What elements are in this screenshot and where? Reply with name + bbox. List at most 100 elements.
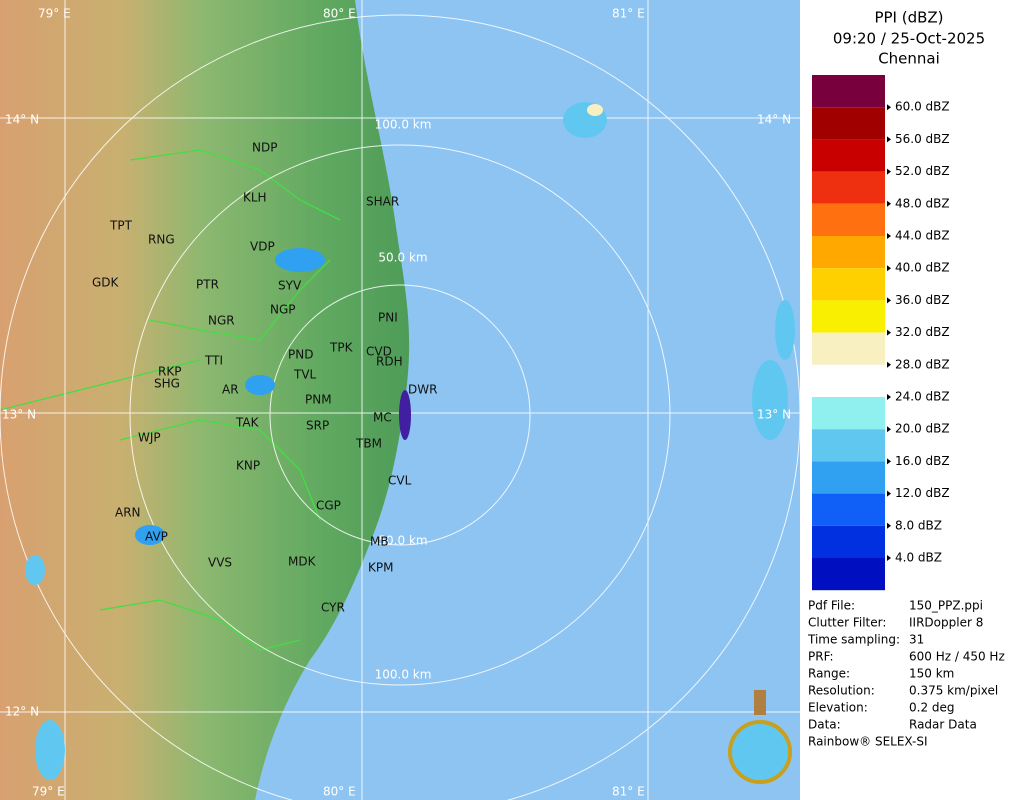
color-band — [812, 268, 885, 301]
town-label: KNP — [236, 459, 260, 473]
legend-label: 20.0 dBZ — [895, 422, 950, 436]
info-value: 31 — [909, 633, 924, 647]
grid-label: 80° E — [323, 785, 356, 799]
footer: Rainbow® SELEX-SI — [808, 735, 928, 749]
town-label: CVD — [366, 345, 392, 359]
town-label: SRP — [306, 419, 329, 433]
color-band — [812, 493, 885, 526]
info-key: Pdf File: — [808, 599, 855, 613]
town-label: PNM — [305, 393, 332, 407]
range-label: 50.0 km — [378, 534, 427, 548]
legend-panel: PPI (dBZ) 09:20 / 25-Oct-2025 Chennai 60… — [728, 0, 1019, 800]
info-value: 0.375 km/pixel — [909, 684, 998, 698]
info-key: Time sampling: — [807, 633, 900, 647]
legend-label: 44.0 dBZ — [895, 229, 950, 243]
town-label: VDP — [250, 240, 275, 254]
grid-label: 13° N — [757, 408, 791, 422]
color-bar: 60.0 dBZ 56.0 dBZ 52.0 dBZ 48.0 dBZ 44.0 dBZ… — [812, 75, 950, 591]
info-value: 150_PPZ.ppi — [909, 599, 983, 613]
color-band — [812, 171, 885, 204]
town-label: TAK — [235, 416, 260, 430]
town-label: PND — [288, 348, 313, 362]
legend-tick — [887, 265, 891, 272]
legend-tick — [887, 329, 891, 336]
towns: NDP KLH TPT RNG SHAR VDP GDK PTR SYV NGP NGR PNI PND… — [92, 141, 437, 615]
grid-label: 12° N — [5, 705, 39, 719]
town-label: PTR — [196, 278, 219, 292]
legend-label: 28.0 dBZ — [895, 357, 950, 371]
grid-label: 79° E — [32, 785, 65, 799]
grid-label: 81° E — [612, 785, 645, 799]
town-label: GDK — [92, 276, 120, 290]
town-label: NDP — [252, 141, 277, 155]
legend-label: 48.0 dBZ — [895, 196, 950, 210]
land — [0, 0, 410, 800]
color-band — [812, 525, 885, 558]
info-key: Data: — [808, 718, 841, 732]
legend-tick — [887, 233, 891, 239]
legend-label: 12.0 dBZ — [895, 486, 950, 500]
legend-label: 32.0 dBZ — [895, 325, 950, 339]
town-label: TTI — [204, 354, 223, 368]
town-label: MC — [373, 411, 392, 425]
legend-tick — [887, 394, 891, 400]
color-band — [812, 558, 885, 591]
legend-tick — [887, 490, 891, 497]
town-label: MDK — [288, 555, 317, 569]
legend-site: Chennai — [878, 50, 940, 68]
legend-label: 24.0 dBZ — [895, 390, 950, 404]
town-label: DWR — [408, 383, 437, 397]
legend-tick — [887, 555, 891, 561]
legend-label: 56.0 dBZ — [895, 132, 950, 146]
legend-label: 52.0 dBZ — [895, 164, 950, 178]
town-label: TPT — [109, 219, 133, 233]
info: Pdf File: 150_PPZ.ppi Clutter Filter: IIRDo… — [807, 599, 1005, 732]
grid-label: 13° N — [2, 408, 36, 422]
info-value: 150 km — [909, 667, 954, 681]
color-band — [812, 203, 885, 236]
info-key: PRF: — [808, 650, 834, 664]
color-band — [812, 75, 885, 108]
range-label: 50.0 km — [378, 251, 427, 265]
info-value: IIRDoppler 8 — [909, 616, 983, 630]
legend-tick — [887, 168, 891, 175]
town-label: NGR — [208, 314, 235, 328]
grid-label: 79° E — [38, 7, 71, 21]
town-label: CYR — [321, 601, 345, 615]
info-value: 0.2 deg — [909, 701, 955, 715]
color-band — [812, 139, 885, 172]
color-band — [812, 364, 885, 397]
legend-tick — [887, 104, 891, 111]
legend-title: PPI (dBZ) — [874, 9, 943, 27]
info-value: 600 Hz / 450 Hz — [909, 650, 1005, 664]
town-label: MB — [370, 535, 389, 549]
town-label: TBM — [355, 437, 382, 451]
town-label: PNI — [378, 311, 398, 325]
legend-tick — [887, 200, 891, 207]
legend-time: 09:20 / 25-Oct-2025 — [833, 30, 985, 48]
echoes — [25, 102, 795, 780]
grid-label: 14° N — [5, 113, 39, 127]
legend-tick — [887, 522, 891, 529]
grid-label: 14° N — [757, 113, 791, 127]
legend-label: 60.0 dBZ — [895, 100, 950, 114]
legend-tick — [887, 136, 891, 143]
town-label: CGP — [316, 499, 341, 513]
info-key: Resolution: — [808, 684, 875, 698]
town-label: CVL — [388, 474, 412, 488]
legend-label: 36.0 dBZ — [895, 293, 950, 307]
info-key: Range: — [808, 667, 850, 681]
color-band — [812, 461, 885, 494]
grid-label: 80° E — [323, 7, 356, 21]
town-label: SHAR — [366, 195, 399, 209]
legend-label: 4.0 dBZ — [895, 551, 942, 565]
range-label: 100.0 km — [375, 668, 432, 682]
color-band — [812, 397, 885, 430]
color-band — [812, 429, 885, 462]
town-label: TPK — [329, 341, 354, 355]
range-label: 100.0 km — [375, 118, 432, 132]
info-value: Radar Data — [909, 718, 977, 732]
boundaries — [0, 149, 341, 651]
legend-tick — [887, 458, 891, 465]
